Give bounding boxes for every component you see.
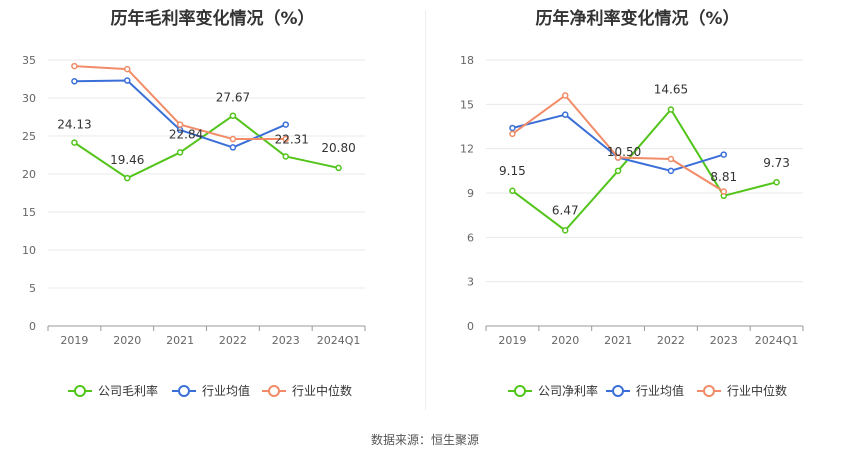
company-series-point	[773, 178, 780, 186]
legend-item: 行业中位数	[262, 383, 352, 398]
data-source: 数据来源：恒生聚源	[370, 433, 479, 447]
y-tick-label: 6	[467, 231, 474, 244]
data-label: 22.84	[169, 127, 203, 141]
industry-avg-series-point	[562, 111, 569, 118]
legend-item: 行业均值	[606, 383, 684, 398]
data-label: 27.67	[216, 91, 250, 105]
legend-label: 行业中位数	[727, 383, 787, 398]
y-tick-label: 0	[467, 320, 474, 333]
industry-median-series-point	[71, 62, 78, 70]
chart-title: 历年净利率变化情况（%）	[535, 9, 740, 29]
chart-divider	[425, 10, 426, 410]
company-series-point	[71, 139, 78, 146]
y-tick-label: 35	[22, 54, 36, 67]
industry-median-series-point	[614, 154, 622, 161]
data-label: 19.46	[110, 153, 144, 167]
x-tick-label: 2020	[551, 334, 579, 347]
x-tick-label: 2023	[710, 334, 738, 347]
x-tick-label: 2024Q1	[755, 334, 799, 347]
legend-label: 公司毛利率	[98, 383, 158, 398]
company-series-point	[614, 167, 622, 175]
circle-line-icon	[612, 385, 624, 397]
y-tick-label: 12	[460, 143, 474, 156]
x-tick-label: 2022	[219, 334, 247, 347]
company-series-point	[509, 187, 516, 195]
industry-median-series-point	[720, 188, 727, 195]
legend-label: 公司净利率	[538, 383, 598, 398]
legend-item: 行业均值	[172, 383, 250, 398]
company-series-point	[229, 112, 237, 119]
y-tick-label: 15	[460, 98, 474, 111]
industry-avg-series-point	[124, 77, 131, 84]
industry-avg-series-point	[282, 121, 289, 128]
legend-label: 行业均值	[202, 383, 250, 398]
legend-label: 行业均值	[636, 383, 684, 398]
data-label: 8.81	[710, 170, 737, 184]
industry-median-series-point	[282, 135, 289, 143]
legend-item: 行业中位数	[697, 383, 787, 398]
x-tick-label: 2019	[498, 334, 526, 347]
company-series-point	[335, 164, 342, 172]
gross-margin-plot: 0 5 10 15 20 25 30 35 2019 2020 2021 2022 2023 2024Q1…	[22, 54, 366, 398]
x-tick-label: 2019	[60, 334, 88, 347]
y-tick-label: 30	[22, 92, 36, 105]
company-series-point	[124, 174, 131, 182]
data-label: 22.31	[275, 132, 309, 146]
chart-title: 历年毛利率变化情况（%）	[110, 9, 315, 29]
data-label: 6.47	[552, 203, 579, 217]
industry-avg-series-point	[509, 124, 516, 132]
legend-item: 公司毛利率	[68, 383, 158, 398]
industry-median-series-point	[509, 130, 516, 138]
company-series-point	[562, 227, 569, 234]
data-label: 9.73	[763, 156, 790, 170]
industry-median-series-point	[176, 121, 184, 128]
gross-margin-chart: 历年毛利率变化情况（%） 0 5 10 15 20 25 30 35 2019 2020 2021 2…	[0, 0, 425, 420]
industry-median-series-point	[562, 92, 569, 99]
x-tick-label: 2024Q1	[317, 334, 361, 347]
y-tick-label: 5	[29, 282, 36, 295]
industry-avg-series-point	[667, 167, 675, 175]
x-tick-label: 2021	[166, 334, 194, 347]
industry-median-series-point	[229, 135, 237, 143]
industry-avg-series-point	[71, 78, 78, 85]
company-series-point	[176, 149, 184, 156]
company-series-line	[511, 108, 777, 232]
y-tick-label: 15	[22, 206, 36, 219]
company-series-point	[282, 153, 289, 160]
legend-item: 公司净利率	[508, 383, 598, 398]
data-label: 24.13	[57, 118, 91, 132]
company-series-line	[73, 114, 339, 180]
industry-avg-series-point	[720, 151, 727, 158]
x-tick-label: 2022	[657, 334, 685, 347]
net-margin-chart: 历年净利率变化情况（%） 0 3 6 9 12 15 18 2019 2020 2021 2022 2…	[425, 0, 850, 420]
company-series-point	[667, 106, 675, 113]
x-tick-label: 2020	[113, 334, 141, 347]
net-margin-plot: 0 3 6 9 12 15 18 2019 2020 2021 2022 2023 2024Q1 9.15…	[460, 54, 804, 398]
data-label: 10.50	[607, 145, 641, 159]
industry-median-series-point	[124, 65, 131, 73]
data-label: 14.65	[654, 83, 688, 97]
x-tick-label: 2023	[272, 334, 300, 347]
y-tick-label: 9	[467, 187, 474, 200]
circle-line-icon	[514, 385, 526, 397]
y-tick-label: 3	[467, 276, 474, 289]
legend-label: 行业中位数	[292, 383, 352, 398]
data-label: 9.15	[499, 164, 526, 178]
circle-line-icon	[74, 385, 86, 397]
circle-line-icon	[703, 385, 715, 397]
y-tick-label: 10	[22, 244, 36, 257]
y-tick-label: 20	[22, 168, 36, 181]
x-tick-label: 2021	[604, 334, 632, 347]
industry-avg-series-point	[229, 144, 237, 151]
y-tick-label: 0	[29, 320, 36, 333]
circle-line-icon	[178, 385, 190, 397]
industry-median-series-point	[667, 155, 675, 163]
y-tick-label: 18	[460, 54, 474, 67]
circle-line-icon	[268, 385, 280, 397]
data-label: 20.80	[321, 141, 355, 155]
y-tick-label: 25	[22, 130, 36, 143]
